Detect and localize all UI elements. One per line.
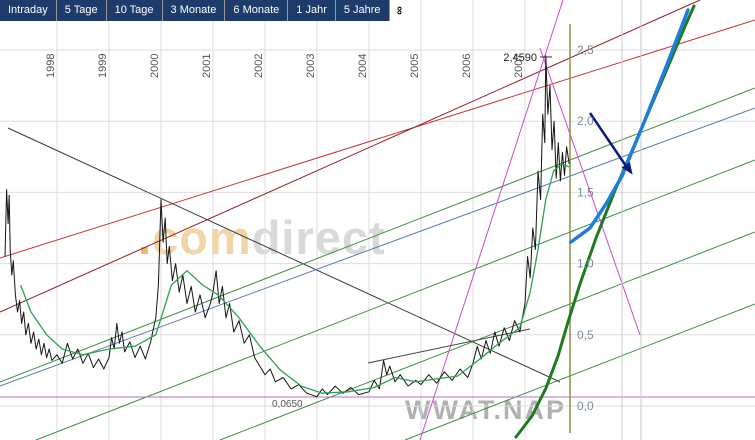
tab-1-jahr-label: 1 Jahr	[296, 4, 327, 16]
period-tabbar: Intraday 5 Tage 10 Tage 3 Monate 6 Monat…	[0, 0, 409, 21]
year-tick-label: 1999	[97, 54, 109, 78]
year-tick-label: 2002	[253, 54, 265, 78]
tab-5-tage-label: 5 Tage	[64, 4, 98, 16]
y-tick-label: 1,5	[577, 185, 594, 199]
y-tick-label: 0,0	[577, 399, 594, 413]
brand-watermark-dot: .	[138, 211, 153, 264]
year-tick-label: 2000	[149, 54, 161, 78]
trendline-red-dark	[0, 0, 701, 313]
high-price-label: 2,4590	[503, 52, 537, 64]
year-tick-label: 2003	[305, 54, 317, 78]
trendline-magenta-up	[419, 0, 564, 440]
channel-green-4	[404, 303, 755, 440]
trendline-red-upper	[0, 19, 755, 259]
arrow-head-icon	[621, 161, 633, 175]
trendline-lows	[367, 328, 531, 364]
projection-blue-thick	[569, 8, 690, 244]
year-tick-label: 2004	[357, 54, 369, 78]
channel-green-3	[219, 231, 755, 440]
year-tick-label: 2007	[513, 54, 525, 78]
brand-watermark-direct: direct	[251, 211, 386, 264]
instrument-watermark: WWAT.NAP	[405, 395, 566, 425]
projection-lines	[514, 4, 696, 439]
year-tick-label: 1998	[45, 54, 57, 78]
y-tick-label: 0,5	[577, 328, 594, 342]
tab-intraday-label: Intraday	[8, 4, 48, 16]
trendline-magenta-down	[539, 47, 641, 336]
series-moving-average	[19, 163, 570, 394]
trendline-descending	[7, 127, 561, 383]
tab-intraday[interactable]: Intraday	[0, 0, 57, 21]
tab-3-monate-label: 3 Monate	[170, 4, 217, 16]
y-tick-label: 2,5	[577, 43, 594, 57]
arrow-annotation	[588, 112, 633, 175]
year-tick-label: 2006	[461, 54, 473, 78]
tab-max-label: ∞	[392, 6, 407, 15]
arrow-shaft	[588, 112, 628, 167]
tab-5-tage[interactable]: 5 Tage	[56, 0, 107, 21]
channel-green-1	[0, 87, 755, 383]
tab-10-tage-label: 10 Tage	[114, 4, 154, 16]
year-tick-label: 2001	[201, 54, 213, 78]
tab-5-jahre[interactable]: 5 Jahre	[335, 0, 390, 21]
tab-6-monate[interactable]: 6 Monate	[225, 0, 289, 21]
tab-5-jahre-label: 5 Jahre	[343, 4, 381, 16]
tab-max[interactable]: ∞	[389, 0, 409, 21]
y-tick-label: 2,0	[577, 114, 594, 128]
low-price-label: 0,0650	[272, 399, 303, 410]
tab-10-tage[interactable]: 10 Tage	[106, 0, 163, 21]
y-tick-label: 1,0	[577, 257, 594, 271]
price-series	[4, 55, 570, 398]
year-tick-label: 2005	[409, 54, 421, 78]
axis-labels: 2,5 2,0 1,5 1,0 0,5 0,0 1998 1999 2000 2001 2002 20…	[45, 43, 594, 413]
channel-green-2	[35, 159, 755, 440]
tab-3-monate[interactable]: 3 Monate	[162, 0, 226, 21]
series-price	[4, 55, 570, 398]
tab-1-jahr[interactable]: 1 Jahr	[288, 0, 336, 21]
tab-6-monate-label: 6 Monate	[233, 4, 280, 16]
